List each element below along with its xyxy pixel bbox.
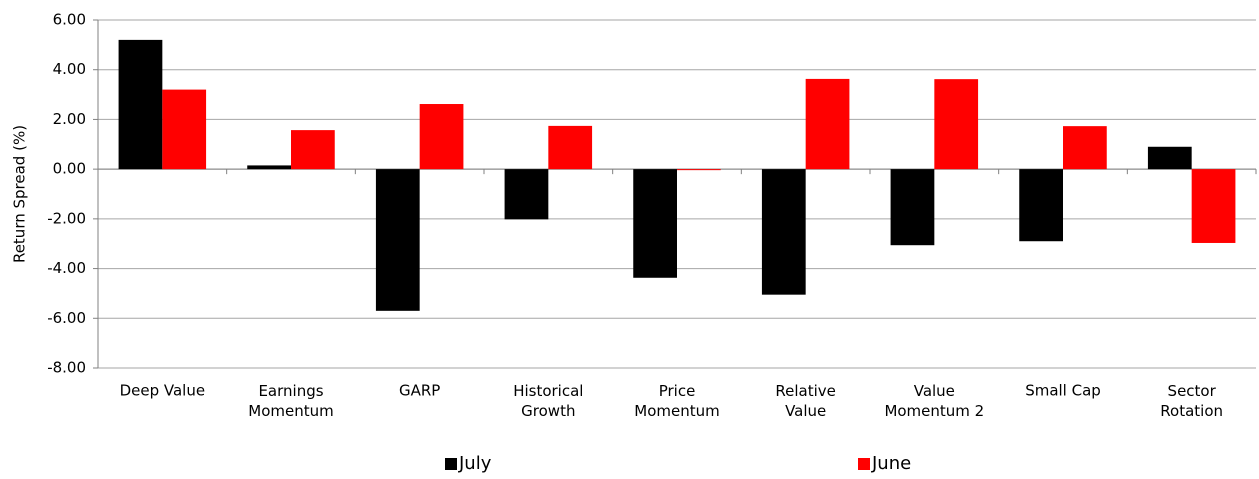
bar xyxy=(247,165,291,170)
legend-swatch xyxy=(445,458,457,470)
y-tick-label: -4.00 xyxy=(47,259,86,277)
y-tick-label: 4.00 xyxy=(53,60,86,78)
bar xyxy=(118,39,163,170)
y-tick-label: -6.00 xyxy=(47,309,86,327)
legend-swatch xyxy=(858,458,870,470)
bar xyxy=(1147,146,1192,170)
bar xyxy=(805,78,850,170)
bar xyxy=(548,125,593,170)
x-tick-label: GARP xyxy=(399,382,440,400)
y-tick-label: 0.00 xyxy=(53,160,86,178)
bar xyxy=(504,169,549,220)
bar xyxy=(1019,169,1063,242)
x-tick-label: Deep Value xyxy=(120,382,206,400)
x-tick-label: Earnings Momentum xyxy=(248,382,333,420)
bar xyxy=(291,130,335,170)
bar xyxy=(761,169,806,295)
bar xyxy=(934,79,979,170)
bar xyxy=(677,169,721,171)
x-tick-label: Sector Rotation xyxy=(1160,382,1223,420)
x-tick-label: Price Momentum xyxy=(634,382,719,420)
y-tick-label: 6.00 xyxy=(53,11,86,29)
y-tick-label: -2.00 xyxy=(47,209,86,227)
x-tick-label: Relative Value xyxy=(775,382,836,420)
y-axis-label: Return Spread (%) xyxy=(11,125,29,263)
bar xyxy=(633,169,677,278)
bar xyxy=(1191,169,1236,243)
x-tick-label: Value Momentum 2 xyxy=(884,382,984,420)
legend-label: July xyxy=(458,453,492,474)
y-tick-label: -8.00 xyxy=(47,359,86,377)
bar xyxy=(162,89,207,170)
bar xyxy=(419,104,464,170)
bar xyxy=(375,169,420,311)
x-tick-label: Small Cap xyxy=(1025,382,1101,400)
y-tick-label: 2.00 xyxy=(53,110,86,128)
bar xyxy=(890,169,935,246)
bar xyxy=(1063,126,1107,170)
legend-label: June xyxy=(871,453,911,474)
x-tick-label: Historical Growth xyxy=(513,382,583,420)
